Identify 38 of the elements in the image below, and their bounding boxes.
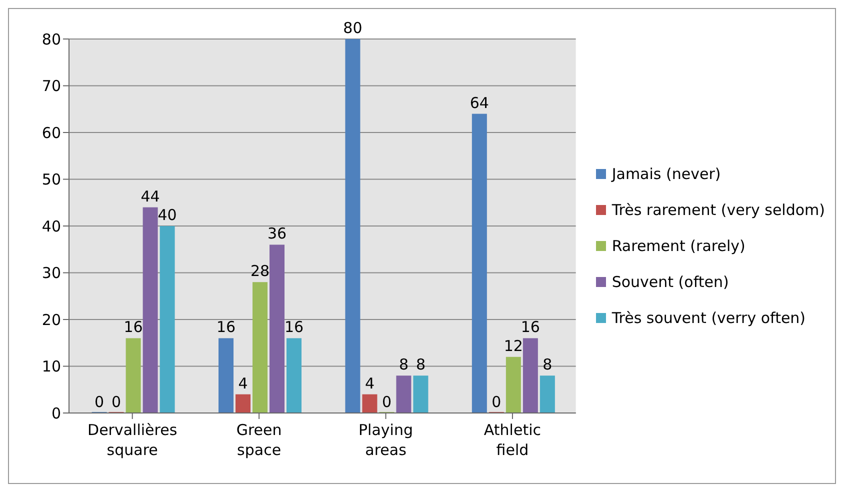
y-tick-label: 30: [42, 264, 61, 282]
data-label: 12: [504, 336, 523, 355]
y-tick-label: 60: [42, 124, 61, 142]
y-tick-label: 40: [42, 217, 61, 236]
data-label: 40: [158, 206, 177, 224]
data-label: 0: [94, 393, 104, 411]
data-label: 0: [112, 393, 122, 411]
data-label: 80: [343, 19, 362, 37]
data-label: 8: [398, 356, 408, 374]
y-tick-label: 80: [42, 30, 61, 48]
data-label: 0: [382, 393, 392, 411]
data-label: 0: [492, 393, 502, 411]
legend-label: Très souvent (verry often): [612, 309, 806, 327]
legend-label: Rarement (rarely): [612, 237, 746, 255]
data-label: 16: [284, 318, 304, 336]
x-tick-label: Dervallières square: [88, 421, 178, 459]
legend-label: Souvent (often): [612, 273, 729, 291]
y-tick-label: 0: [51, 404, 61, 422]
data-label: 8: [542, 356, 552, 374]
legend-label: Jamais (never): [612, 165, 721, 183]
data-label: 36: [267, 224, 287, 243]
data-label: 8: [416, 356, 426, 374]
data-label: 16: [520, 318, 540, 336]
y-tick-label: 10: [42, 358, 61, 376]
y-tick-label: 50: [42, 170, 61, 189]
x-tick-label: Playing areas: [358, 421, 414, 459]
x-tick-label: Athletic field: [484, 421, 542, 459]
y-tick-label: 70: [42, 77, 61, 96]
data-label: 16: [216, 318, 236, 336]
data-label: 4: [364, 374, 374, 392]
x-tick-label: Green space: [236, 421, 282, 459]
data-label: 28: [250, 262, 270, 280]
data-label: 64: [470, 94, 489, 112]
data-label: 44: [140, 187, 160, 206]
data-label: 16: [124, 318, 143, 336]
legend-label: Très rarement (very seldom): [612, 201, 825, 219]
data-label: 4: [238, 374, 248, 392]
y-tick-label: 20: [42, 310, 61, 329]
